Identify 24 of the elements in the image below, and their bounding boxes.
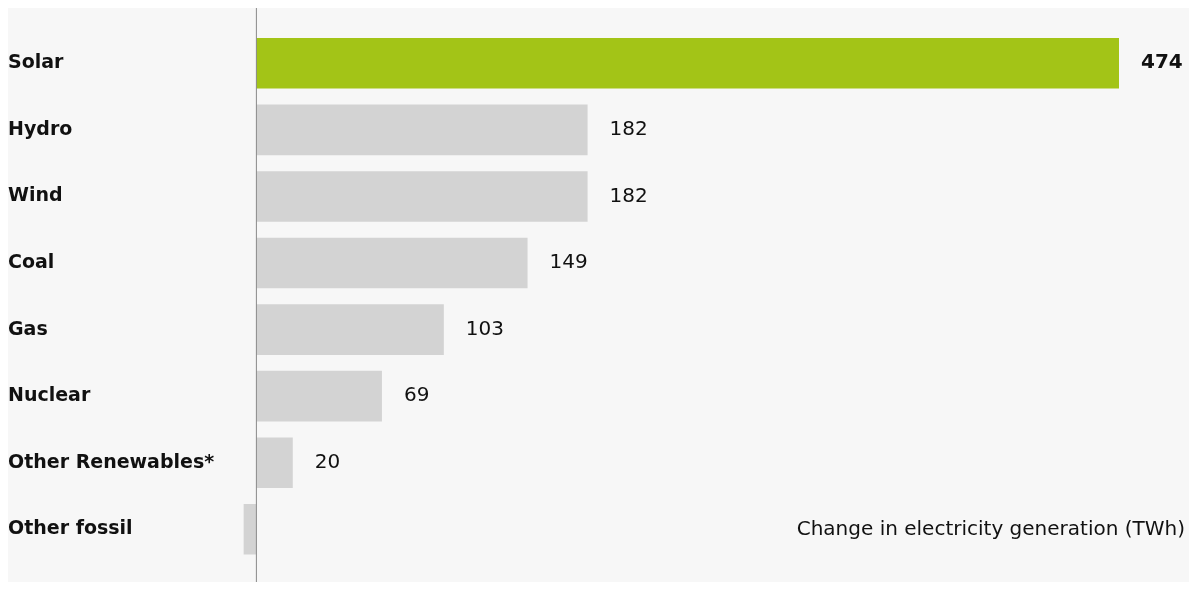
data-label: 149 [549,249,588,274]
bar [256,237,528,289]
data-label: 182 [609,116,648,141]
data-label: 20 [314,448,341,473]
bar [256,104,588,156]
x-axis-title: Change in electricity generation (TWh) [796,515,1185,540]
bar [256,304,444,355]
bar [256,37,1119,89]
bar [256,171,588,222]
y-tick-label: Nuclear [8,383,91,406]
y-tick-label: Wind [8,183,63,206]
bar [256,437,293,489]
data-label: 474 [1141,49,1183,74]
data-label: 182 [609,182,648,207]
y-tick-label: Other fossil [8,516,133,539]
y-tick-label: Other Renewables* [8,449,215,472]
data-label: 103 [465,315,505,340]
bar [243,504,257,555]
y-tick-label: Hydro [8,116,73,139]
y-tick-label: Gas [8,316,48,339]
data-label: 69 [403,382,430,407]
y-tick-label: Solar [8,50,65,73]
y-tick-label: Coal [8,249,55,272]
bar [256,370,382,422]
